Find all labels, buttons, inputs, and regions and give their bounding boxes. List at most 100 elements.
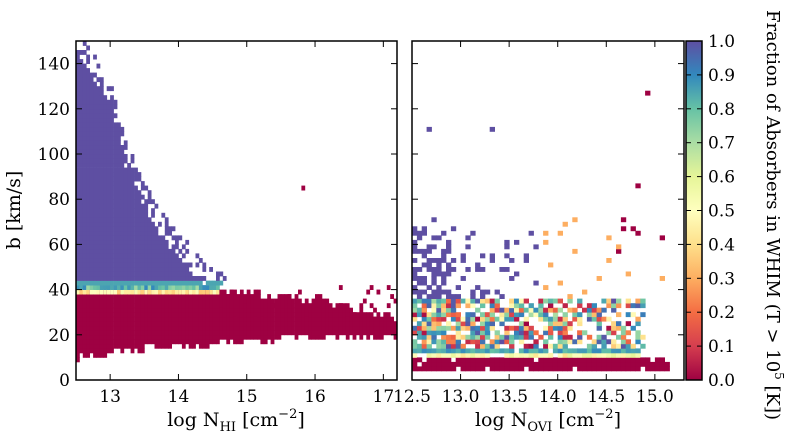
heatmap-cell [352, 330, 357, 336]
heatmap-cell [93, 330, 97, 336]
heatmap-cell [212, 316, 217, 322]
heatmap-cell [431, 271, 437, 277]
heatmap-cell [123, 325, 128, 331]
heatmap-cell [557, 361, 563, 367]
heatmap-cell [93, 108, 97, 114]
colorbar-tick-label: 0.9 [708, 66, 735, 86]
heatmap-cell [79, 325, 84, 331]
heatmap-cell [509, 307, 515, 313]
heatmap-cell [494, 361, 500, 367]
heatmap-cell [441, 276, 447, 281]
heatmap-cell [611, 366, 617, 372]
heatmap-cell [113, 321, 118, 327]
heatmap-cell [226, 307, 231, 313]
heatmap-cell [168, 339, 172, 345]
heatmap-cell [154, 343, 159, 349]
heatmap-cell [287, 307, 292, 313]
heatmap-cell [120, 289, 125, 295]
heatmap-cell [421, 262, 427, 268]
heatmap-cell [219, 271, 224, 277]
heatmap-cell [436, 330, 442, 336]
heatmap-cell [216, 325, 220, 331]
heatmap-cell [110, 140, 114, 146]
heatmap-cell [113, 253, 118, 259]
heatmap-cell [504, 316, 510, 322]
heatmap-cell [96, 339, 101, 345]
heatmap-cell [117, 248, 121, 254]
heatmap-cell [154, 307, 159, 313]
heatmap-cell [460, 366, 466, 372]
heatmap-cell [441, 271, 447, 277]
heatmap-cell [147, 303, 152, 309]
heatmap-cell [253, 294, 258, 299]
heatmap-cell [205, 294, 210, 299]
heatmap-cell [226, 339, 231, 345]
heatmap-cell [144, 330, 149, 336]
heatmap-cell [236, 312, 241, 318]
heatmap-cell [192, 307, 196, 313]
heatmap-cell [233, 339, 237, 345]
heatmap-cell [164, 298, 169, 304]
heatmap-cell [76, 339, 80, 345]
heatmap-cell [475, 330, 481, 336]
heatmap-cell [117, 334, 121, 340]
heatmap-cell [110, 303, 114, 309]
heatmap-cell [229, 303, 234, 309]
heatmap-cell [96, 208, 101, 214]
heatmap-cell [137, 248, 142, 254]
heatmap-cell [175, 325, 179, 331]
heatmap-cell [431, 334, 437, 340]
heatmap-cell [86, 68, 90, 73]
heatmap-cell [93, 176, 97, 182]
heatmap-cell [130, 339, 135, 345]
heatmap-cell [106, 135, 111, 141]
heatmap-cell [127, 217, 131, 223]
heatmap-cell [338, 285, 343, 290]
heatmap-cell [226, 294, 231, 299]
heatmap-cell [86, 185, 90, 191]
heatmap-cell [130, 312, 135, 318]
left-y-axis-label: b [km/s] [3, 171, 25, 250]
heatmap-cell [134, 221, 138, 227]
heatmap-cell [82, 113, 87, 119]
heatmap-cell [106, 158, 111, 164]
heatmap-cell [89, 122, 94, 128]
heatmap-cell [99, 289, 104, 295]
heatmap-cell [158, 248, 162, 254]
heatmap-cell [89, 90, 94, 96]
heatmap-cell [205, 339, 210, 345]
heatmap-cell [127, 294, 131, 299]
heatmap-cell [123, 145, 128, 150]
heatmap-cell [89, 208, 94, 214]
heatmap-cell [144, 217, 149, 223]
heatmap-cell [130, 230, 135, 236]
heatmap-cell [86, 145, 90, 150]
heatmap-cell [76, 280, 80, 286]
heatmap-cell [106, 212, 111, 218]
heatmap-cell [362, 298, 367, 304]
heatmap-cell [246, 321, 251, 327]
heatmap-cell [154, 312, 159, 318]
heatmap-cell [140, 226, 145, 232]
heatmap-cell [82, 167, 87, 173]
heatmap-cell [596, 316, 602, 322]
heatmap-cell [523, 348, 529, 354]
heatmap-cell [147, 248, 152, 254]
heatmap-cell [611, 330, 617, 336]
heatmap-cell [120, 226, 125, 232]
heatmap-cell [315, 294, 319, 299]
heatmap-cell [548, 325, 554, 331]
heatmap-cell [620, 348, 627, 354]
heatmap-cell [175, 253, 179, 259]
heatmap-cell [96, 122, 101, 128]
heatmap-cell [431, 307, 437, 313]
heatmap-cell [209, 267, 213, 272]
heatmap-cell [93, 321, 97, 327]
heatmap-cell [640, 361, 646, 367]
heatmap-cell [110, 230, 114, 236]
heatmap-cell [181, 343, 186, 349]
heatmap-cell [99, 108, 104, 114]
heatmap-cell [192, 321, 196, 327]
heatmap-cell [82, 90, 87, 96]
heatmap-cell [518, 298, 525, 304]
